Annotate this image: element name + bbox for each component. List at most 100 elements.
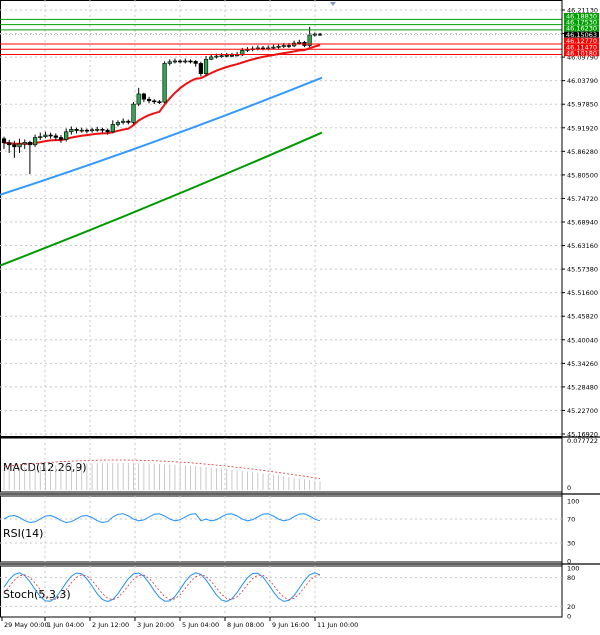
price-label-text: 46.17530: [566, 19, 597, 27]
time-axis: 29 May 00:001 Jun 04:00 2 Jun 12:00 3 Jun …: [1, 617, 358, 629]
rsi-line: [3, 513, 321, 524]
candle-body: [7, 142, 12, 146]
candle-body: [84, 129, 89, 132]
candle-body: [286, 45, 292, 47]
price-label-text: 46.16230: [566, 25, 597, 33]
candle-body: [172, 60, 178, 63]
price-label-box: [564, 19, 599, 26]
rsi-tick-label: 100: [567, 498, 579, 506]
time-tick-label: 8 Jun 08:00: [227, 621, 264, 629]
candle-body: [79, 129, 84, 132]
price-label-text: 46.15063: [566, 31, 597, 39]
candle-body: [312, 33, 317, 36]
candle-body: [48, 134, 53, 137]
stoch-tick-label: 100: [567, 565, 579, 573]
candle-body: [110, 124, 115, 133]
candle-body: [203, 59, 209, 74]
candle-body: [64, 131, 69, 140]
candle-body: [89, 129, 95, 132]
candle-body: [136, 93, 141, 105]
candle-body: [105, 129, 110, 133]
time-tick-label: 2 Jun 12:00: [92, 621, 129, 629]
candle-body: [115, 122, 121, 125]
candle-body: [141, 93, 146, 100]
price-label-box: [564, 31, 599, 38]
price-label-box: [564, 44, 599, 50]
candle-body: [209, 56, 214, 60]
stoch-k-line: [3, 572, 321, 603]
price-tick-label: 45.34260: [567, 360, 598, 368]
candle-body: [74, 129, 79, 131]
candle-body: [276, 46, 281, 48]
candle-body: [38, 136, 43, 138]
price-label-box: [564, 50, 599, 57]
time-tick-label: 9 Jun 16:00: [272, 621, 309, 629]
price-tick-label: 45.57380: [567, 266, 598, 274]
candle-body: [178, 60, 183, 63]
candle-body: [152, 100, 157, 103]
candle-body: [188, 60, 193, 63]
price-tick-label: 45.22700: [567, 407, 598, 415]
price-label-text: 46.18830: [566, 12, 597, 20]
stoch-tick-label: 80: [567, 574, 575, 582]
time-tick-label: 29 May 00:00: [4, 621, 49, 629]
candle-body: [214, 55, 219, 58]
stoch-tick-label: 20: [567, 603, 575, 611]
price-tick-label: 45.68940: [567, 219, 598, 227]
candle-body: [224, 54, 229, 57]
price-label-text: 46.12770: [566, 37, 597, 45]
indicator-panels: MACD(12,26,9)0.0777220RSI(14)10070300Sto…: [0, 436, 600, 621]
price-tick-label: 46.21130: [567, 7, 598, 15]
time-tick-label: 1 Jun 04:00: [47, 621, 84, 629]
candle-body: [183, 60, 188, 63]
price-tick-label: 46.03790: [567, 77, 598, 85]
ma-blue-line: [0, 76, 323, 196]
ma-green-line: [0, 131, 323, 267]
candle-body: [193, 61, 198, 64]
candle-body: [162, 63, 167, 103]
macd-tick-label: 0.077722: [567, 437, 598, 445]
candle-body: [27, 142, 33, 146]
time-tick-label: 3 Jun 20:00: [137, 621, 174, 629]
main-panel-frame: [0, 0, 563, 437]
indicator-panel-frame: [0, 437, 563, 493]
candle-body: [69, 129, 74, 133]
price-tick-label: 45.97850: [567, 101, 598, 109]
candle-body: [198, 63, 203, 74]
price-label-box: [564, 25, 599, 32]
candle-body: [131, 103, 136, 123]
indicator-name-rsi: RSI(14): [3, 527, 43, 540]
candle-body: [167, 61, 172, 64]
stoch-tick-label: 0: [567, 613, 571, 621]
candle-body: [100, 129, 105, 131]
ma-red-line: [3, 44, 321, 145]
time-tick-label: 5 Jun 04:00: [182, 621, 219, 629]
stoch-d-line: [3, 574, 321, 601]
candle-body: [12, 144, 17, 148]
rsi-tick-label: 0: [567, 558, 571, 566]
candle-body: [126, 120, 131, 123]
candle-body: [1, 138, 7, 144]
price-tick-label: 45.51600: [567, 289, 598, 297]
candle-body: [271, 46, 276, 49]
candle-body: [43, 134, 48, 137]
indicator-panel-frame: [0, 495, 563, 563]
price-tick-label: 45.16920: [567, 431, 598, 439]
price-tick-label: 45.28480: [567, 383, 598, 391]
price-tick-label: 45.45820: [567, 313, 598, 321]
price-tick-label: 45.91920: [567, 124, 598, 132]
candle-body: [219, 55, 224, 57]
price-label-text: 46.10180: [566, 50, 597, 58]
candle-body: [32, 137, 38, 146]
price-tick-label: 45.80500: [567, 171, 598, 179]
candle-body: [22, 142, 27, 145]
macd-signal-line: [3, 459, 321, 479]
candle-body: [121, 120, 126, 123]
price-axis: 46.21130 46.15063 46.09790 46.03790 45.97850…: [330, 0, 599, 617]
support-resistance-levels: [0, 18, 562, 56]
candle-body: [229, 54, 235, 57]
scroll-marker-icon: [330, 2, 336, 6]
rsi-tick-label: 70: [567, 516, 575, 524]
indicator-panel-frame: [0, 565, 563, 618]
